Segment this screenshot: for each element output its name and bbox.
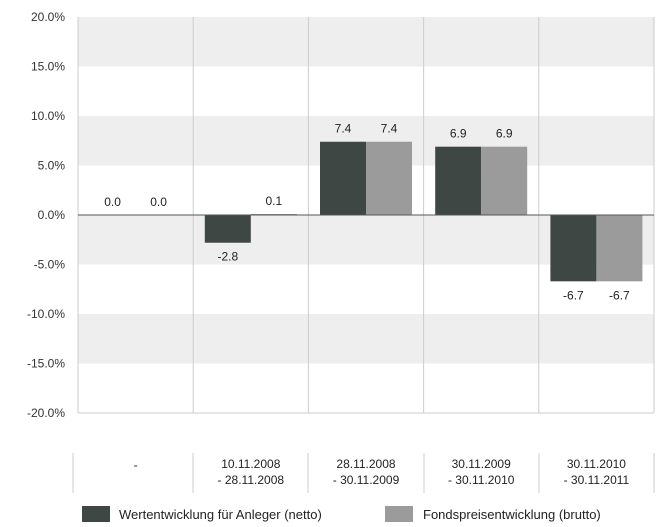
bar-s1-c3: [320, 141, 366, 215]
data-label: 7.4: [381, 122, 398, 136]
category-label: - 30.11.2009: [333, 473, 400, 487]
legend-label: Wertentwicklung für Anleger (netto): [119, 507, 322, 522]
category-label: 10.11.2008: [221, 457, 280, 471]
grid-band: [78, 314, 654, 364]
legend-swatch: [385, 506, 413, 522]
legend-swatch: [82, 506, 110, 522]
y-tick-label: -10.0%: [27, 307, 65, 321]
category-label: 30.11.2010: [567, 457, 626, 471]
category-label: 28.11.2008: [336, 457, 395, 471]
y-tick-label: 15.0%: [31, 60, 65, 74]
legend-label: Fondspreisentwicklung (brutto): [423, 507, 601, 522]
data-label: 0.0: [104, 195, 121, 209]
bar-s1-c5: [550, 215, 597, 282]
data-label: 0.0: [150, 195, 167, 209]
y-tick-label: -15.0%: [27, 357, 65, 371]
data-label: -2.8: [217, 250, 238, 264]
data-label: -6.7: [609, 288, 630, 302]
bar-s2-c4: [481, 146, 528, 215]
y-tick-label: 5.0%: [38, 159, 66, 173]
data-label: 6.9: [450, 127, 467, 141]
y-tick-label: -5.0%: [34, 258, 66, 272]
bar-s2-c5: [596, 215, 643, 282]
y-tick-label: 10.0%: [31, 109, 65, 123]
data-label: 0.1: [265, 194, 282, 208]
data-label: -6.7: [563, 288, 584, 302]
category-label: - 30.11.2011: [564, 473, 630, 487]
bar-s1-c2: [204, 215, 251, 243]
y-tick-label: 20.0%: [31, 10, 65, 24]
category-label: - 30.11.2010: [448, 473, 515, 487]
category-label: 30.11.2009: [452, 457, 511, 471]
category-label: -: [134, 458, 138, 472]
y-tick-label: -20.0%: [27, 406, 65, 420]
y-tick-label: 0.0%: [38, 208, 66, 222]
bar-s1-c4: [435, 146, 482, 215]
category-label: - 28.11.2008: [218, 473, 285, 487]
data-label: 6.9: [496, 127, 513, 141]
bar-s2-c3: [366, 141, 412, 215]
grid-band: [78, 17, 654, 67]
data-label: 7.4: [335, 122, 352, 136]
